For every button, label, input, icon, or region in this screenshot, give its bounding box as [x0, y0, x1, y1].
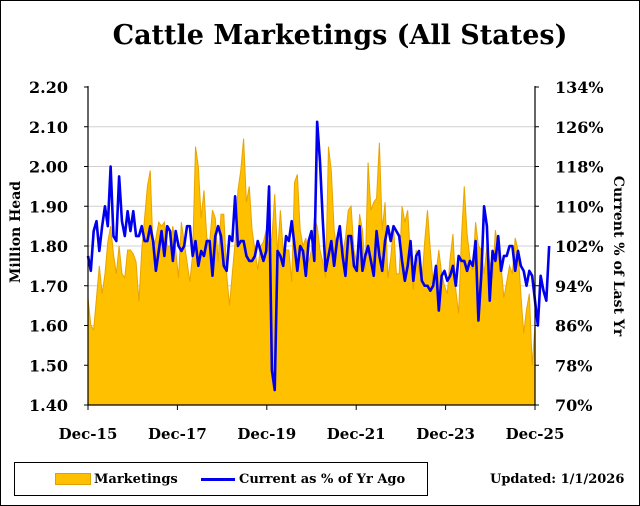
x-tick-label: Dec-17: [148, 425, 207, 443]
legend-item-marketings: Marketings: [55, 463, 178, 495]
y-left-tick-label: 1.70: [29, 277, 68, 296]
y-right-tick-label: 70%: [555, 396, 592, 415]
legend-label-pct: Current as % of Yr Ago: [239, 471, 406, 487]
y-right-tick-label: 94%: [555, 277, 592, 296]
y-right-tick-label: 86%: [555, 317, 592, 336]
y-right-tick-labels: 70% 78% 86% 94% 102% 110% 118% 126% 134%: [555, 78, 604, 415]
updated-date: Updated: 1/1/2026: [490, 472, 625, 487]
x-tick-labels: Dec-15 Dec-17 Dec-19 Dec-21 Dec-23 Dec-25: [59, 425, 565, 443]
chart-title: Cattle Marketings (All States): [112, 20, 568, 51]
legend: Marketings Current as % of Yr Ago: [14, 462, 428, 496]
y-left-tick-label: 2.20: [29, 78, 68, 97]
y-right-tick-label: 126%: [555, 118, 604, 137]
y-right-tick-label: 110%: [555, 197, 604, 216]
y-right-tick-label: 134%: [555, 78, 604, 97]
series-marketings-area: [87, 138, 536, 406]
y-left-tick-label: 2.00: [29, 158, 68, 177]
axes: [84, 86, 539, 410]
y-left-tick-label: 1.60: [29, 317, 68, 336]
x-tick-label: Dec-23: [416, 425, 475, 443]
legend-label-marketings: Marketings: [94, 471, 178, 487]
y-left-tick-labels: 1.40 1.50 1.60 1.70 1.80 1.90 2.00 2.10 2.20: [29, 78, 68, 415]
y-right-axis-title: Current % of Last Yr: [610, 176, 626, 337]
y-left-tick-label: 1.50: [29, 356, 68, 375]
y-right-tick-label: 102%: [555, 237, 604, 256]
y-left-tick-label: 1.90: [29, 197, 68, 216]
y-left-axis-title: Million Head: [8, 181, 24, 283]
legend-swatch-pct: [201, 477, 235, 481]
x-tick-label: Dec-19: [237, 425, 296, 443]
x-tick-label: Dec-21: [327, 425, 386, 443]
legend-swatch-marketings: [55, 473, 91, 485]
x-tick-label: Dec-25: [506, 425, 565, 443]
y-left-tick-label: 1.80: [29, 237, 68, 256]
y-left-tick-label: 1.40: [29, 396, 68, 415]
series-pct-line: [86, 120, 551, 392]
y-right-tick-label: 118%: [555, 158, 604, 177]
legend-item-pct: Current as % of Yr Ago: [201, 463, 405, 495]
y-right-tick-label: 78%: [555, 356, 592, 375]
y-left-tick-label: 2.10: [29, 118, 68, 137]
x-tick-label: Dec-15: [59, 425, 118, 443]
